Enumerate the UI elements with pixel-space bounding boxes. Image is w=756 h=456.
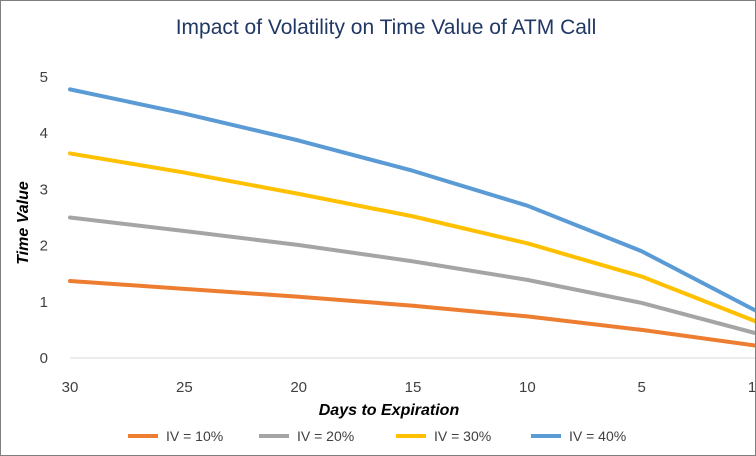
y-tick-label: 1	[40, 294, 48, 311]
y-tick-label: 4	[40, 125, 48, 142]
series-line-4	[68, 87, 755, 313]
series-line-3	[68, 151, 755, 324]
y-axis-label: Time Value	[15, 181, 32, 265]
x-tick-label: 5	[637, 379, 645, 396]
series-lines	[68, 87, 755, 348]
x-tick-label: 1	[748, 379, 755, 396]
chart-title: Impact of Volatility on Time Value of AT…	[176, 16, 597, 39]
legend-label: IV = 30%	[434, 428, 491, 444]
x-axis-label: Days to Expiration	[319, 402, 460, 419]
y-tick-label: 0	[40, 350, 48, 367]
x-tick-label: 15	[405, 379, 422, 396]
x-axis-ticks: 30 25 20 15 10 5 1	[62, 379, 755, 396]
y-tick-label: 2	[40, 238, 48, 255]
series-line-1	[68, 279, 755, 348]
y-axis-ticks: 0 1 2 3 4 5	[40, 69, 48, 367]
x-tick-label: 25	[176, 379, 193, 396]
x-tick-label: 10	[519, 379, 536, 396]
series-line-2	[68, 215, 755, 336]
legend-label: IV = 10%	[166, 428, 223, 444]
x-tick-label: 30	[62, 379, 79, 396]
legend-label: IV = 40%	[569, 428, 626, 444]
x-tick-label: 20	[290, 379, 307, 396]
legend-label: IV = 20%	[297, 428, 354, 444]
legend: IV = 10% IV = 20% IV = 30% IV = 40%	[128, 428, 626, 444]
y-tick-label: 3	[40, 181, 48, 198]
y-tick-label: 5	[40, 69, 48, 86]
